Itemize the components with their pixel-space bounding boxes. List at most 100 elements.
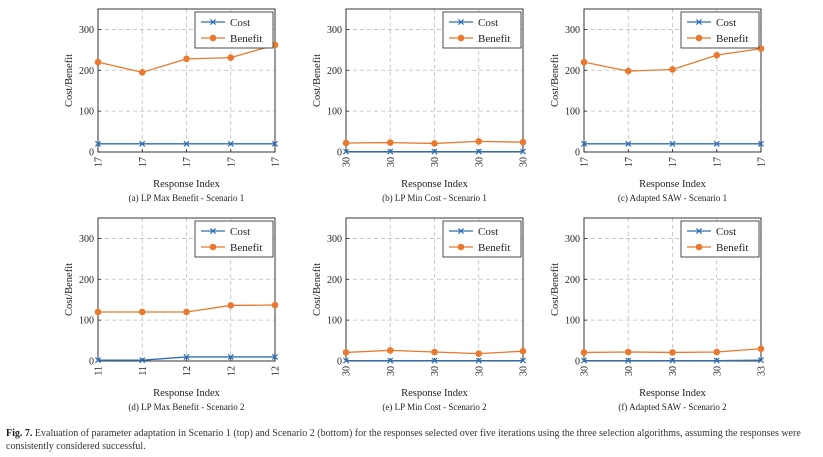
x-tick-label: 30	[342, 157, 353, 167]
chart-caption: (d) LP Max Benefit - Scenario 2	[128, 402, 244, 412]
y-axis-title: Cost/Benefit	[64, 54, 75, 107]
x-tick-label: 17	[182, 157, 193, 167]
x-tick-label: 17	[138, 157, 149, 167]
data-point-cost	[342, 148, 350, 155]
y-tick-label: 300	[327, 234, 342, 245]
chart-panel: 0 100 200 300 30 30 30 30 30 Response Index Cost/B…	[312, 8, 530, 203]
figure-caption: Fig. 7. Evaluation of parameter adaptati…	[6, 427, 818, 453]
y-tick-label: 200	[565, 275, 580, 286]
data-point-cost	[713, 357, 720, 364]
y-tick-label: 200	[79, 275, 94, 286]
x-tick-label: 12	[271, 366, 282, 376]
legend-marker-cost	[209, 18, 217, 26]
data-point-benefit	[138, 69, 146, 76]
x-axis-title: Response Index	[401, 179, 469, 190]
x-tick-label: 12	[182, 366, 193, 376]
x-tick-label: 17	[271, 157, 282, 167]
data-point-cost	[519, 148, 527, 155]
legend-label-benefit: Benefit	[230, 242, 262, 254]
legend-box	[680, 220, 760, 258]
legend-marker-cost	[457, 18, 465, 26]
x-tick-label: 17	[668, 157, 679, 167]
data-point-benefit	[475, 350, 483, 357]
legend-marker-cost	[209, 227, 217, 235]
chart-caption: (c) Adapted SAW - Scenario 1	[618, 193, 727, 203]
chart-panel: 0 100 200 300 17 17 17 17 17 Response Index Cost/B…	[64, 8, 282, 203]
data-point-cost	[475, 357, 482, 364]
y-tick-label: 300	[79, 234, 94, 245]
y-tick-label: 100	[327, 316, 342, 327]
legend: Cost Benefit	[442, 220, 522, 258]
data-point-cost	[94, 357, 102, 364]
data-point-benefit	[183, 308, 190, 316]
y-axis-title: Cost/Benefit	[312, 54, 323, 107]
chart-panel: 0 100 200 300 11 11 12 12 12 Response Index Cost/B…	[64, 217, 282, 412]
data-point-benefit	[713, 51, 721, 59]
data-point-benefit	[94, 58, 102, 66]
legend-label-benefit: Benefit	[230, 33, 262, 45]
x-tick-label: 30	[386, 366, 397, 376]
legend-marker-benefit	[209, 243, 217, 251]
data-point-benefit	[431, 140, 438, 147]
y-tick-label: 0	[575, 148, 580, 159]
legend-label-cost: Cost	[716, 17, 736, 29]
plot-frame	[583, 8, 762, 153]
legend-marker-benefit	[695, 34, 703, 42]
data-point-benefit	[669, 66, 676, 73]
x-tick-label: 30	[386, 157, 397, 167]
legend-label-cost: Cost	[230, 17, 250, 29]
legend-marker-benefit	[457, 243, 465, 251]
y-tick-label: 300	[565, 234, 580, 245]
data-point-benefit	[183, 55, 190, 63]
y-tick-label: 300	[565, 25, 580, 36]
legend-box	[442, 220, 522, 258]
legend-label-benefit: Benefit	[716, 242, 748, 254]
data-point-benefit	[138, 308, 146, 316]
plot-frame	[97, 217, 276, 362]
data-point-benefit	[386, 347, 394, 354]
data-point-benefit	[342, 139, 350, 147]
data-point-cost	[431, 148, 438, 155]
y-tick-label: 200	[327, 66, 342, 77]
x-tick-label: 11	[94, 366, 105, 376]
legend-box	[194, 220, 274, 258]
data-point-benefit	[580, 349, 588, 356]
data-point-benefit	[669, 349, 676, 356]
data-point-cost	[713, 140, 720, 147]
legend: Cost Benefit	[680, 11, 760, 49]
x-tick-label: 30	[474, 366, 485, 376]
data-point-benefit	[227, 54, 235, 61]
legend-marker-benefit	[209, 34, 217, 42]
data-point-benefit	[580, 58, 588, 66]
plot-frame	[97, 8, 276, 153]
data-point-cost	[271, 353, 279, 360]
legend-marker-benefit	[695, 243, 703, 251]
data-point-cost	[757, 140, 765, 147]
x-axis-title: Response Index	[639, 388, 707, 399]
x-tick-label: 30	[430, 366, 441, 376]
data-point-cost	[387, 357, 394, 364]
legend-marker-cost	[695, 18, 703, 26]
x-tick-label: 12	[226, 366, 237, 376]
y-tick-label: 0	[575, 357, 580, 368]
data-point-benefit	[713, 348, 721, 356]
x-axis-title: Response Index	[153, 179, 221, 190]
data-point-cost	[271, 140, 279, 147]
y-tick-label: 100	[327, 107, 342, 118]
chart-caption: (e) LP Min Cost - Scenario 2	[382, 402, 486, 412]
legend-box	[194, 11, 274, 49]
y-tick-label: 0	[337, 357, 342, 368]
legend-marker-cost	[695, 227, 703, 235]
data-point-cost	[757, 357, 765, 364]
data-point-benefit	[475, 138, 483, 145]
y-tick-label: 300	[79, 25, 94, 36]
data-point-benefit	[271, 301, 279, 309]
x-tick-label: 30	[624, 366, 635, 376]
data-point-cost	[342, 357, 350, 364]
y-tick-label: 200	[79, 66, 94, 77]
data-point-benefit	[519, 347, 527, 355]
x-tick-label: 30	[342, 366, 353, 376]
data-point-cost	[94, 140, 102, 147]
data-point-benefit	[342, 349, 350, 356]
